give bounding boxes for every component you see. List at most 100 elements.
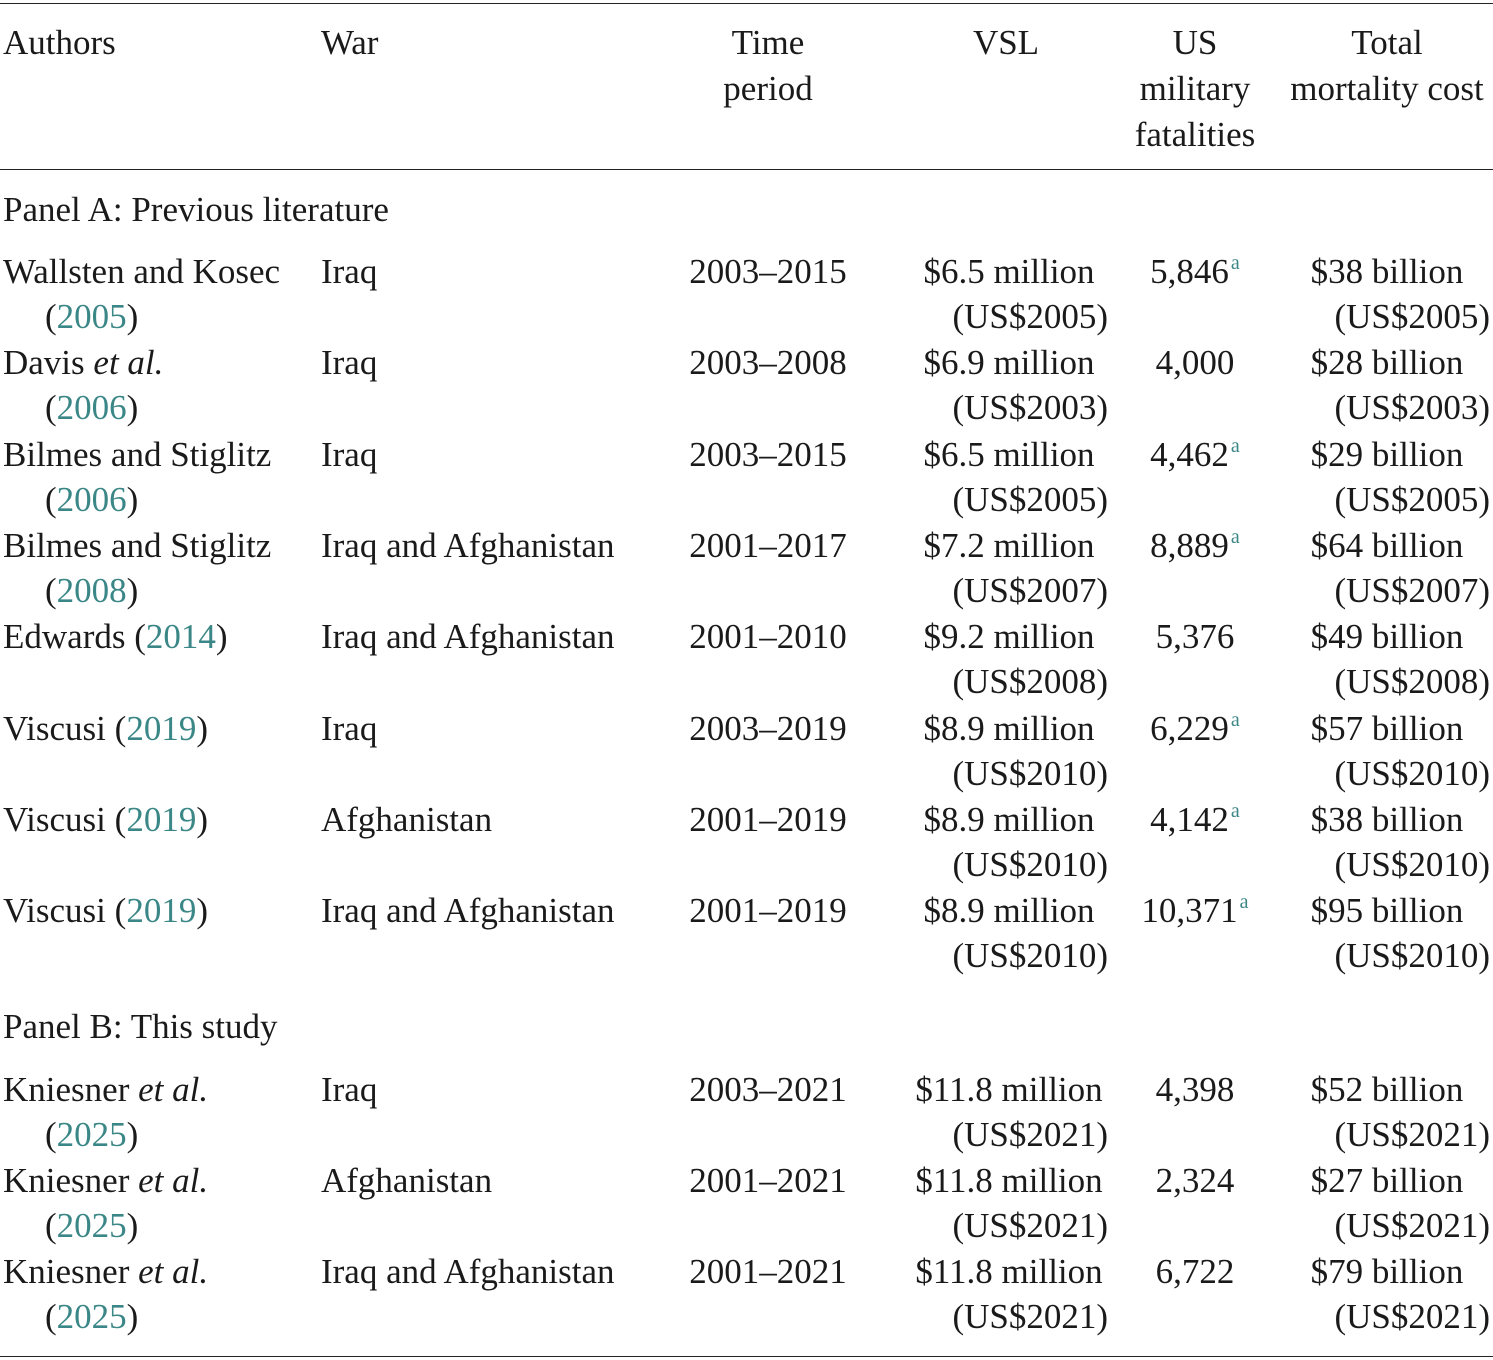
author-name: Wallsten and Kosec — [3, 252, 281, 291]
author-cell: Davis et al. — [3, 340, 163, 386]
author-etal: et al. — [138, 1252, 209, 1291]
total-cost-base-year: (US$2007) — [1334, 571, 1490, 610]
period-cell: 2001–2021 — [689, 1161, 847, 1200]
header-vsl: VSL — [972, 23, 1040, 62]
author-name: Edwards — [3, 617, 126, 656]
total-cost-base-year: (US$2021) — [1334, 1297, 1490, 1336]
fatalities-value: 4,398 — [1155, 1070, 1235, 1109]
fatalities-cell: 10,371 a — [1115, 888, 1275, 939]
citation-link-year: 2019 — [126, 800, 197, 839]
vsl-base-year: (US$2021) — [952, 1115, 1108, 1154]
citation-link-year: 2025 — [56, 1115, 127, 1154]
vsl-value: $11.8 million — [915, 1070, 1103, 1109]
author-name: Kniesner — [3, 1070, 130, 1109]
fatalities-cell: 4,398 — [1115, 1067, 1275, 1113]
footnote-marker[interactable]: a — [1239, 891, 1249, 913]
war-cell: Iraq — [321, 1070, 378, 1109]
footnote-marker[interactable]: a — [1230, 252, 1240, 274]
header-authors: Authors — [3, 23, 116, 62]
period-cell: 2003–2015 — [689, 435, 847, 474]
header-war: War — [321, 23, 379, 62]
fatalities-value: 5,376 — [1155, 617, 1235, 656]
header-fatalities-line3: fatalities — [1134, 115, 1256, 154]
fatalities-value: 8,889 — [1150, 526, 1229, 565]
author-name: Bilmes and Stiglitz — [3, 435, 272, 474]
total-cost-base-year: (US$2003) — [1334, 388, 1490, 427]
vsl-base-year: (US$2010) — [952, 845, 1108, 884]
author-year-line: (2005) — [45, 297, 139, 336]
war-cell: Afghanistan — [321, 800, 493, 839]
war-cell: Iraq and Afghanistan — [321, 526, 615, 565]
total-cost-base-year: (US$2021) — [1334, 1115, 1490, 1154]
fatalities-value: 10,371 — [1141, 891, 1238, 930]
war-cell: Iraq — [321, 435, 378, 474]
fatalities-value: 6,229 — [1150, 709, 1229, 748]
fatalities-value: 4,462 — [1150, 435, 1229, 474]
author-year-line: (2025) — [45, 1297, 139, 1336]
war-cell: Iraq — [321, 252, 378, 291]
total-cost-value: $29 billion — [1310, 435, 1464, 474]
header-time-period-line2: period — [723, 69, 813, 108]
total-cost-value: $27 billion — [1310, 1161, 1464, 1200]
author-name: Kniesner — [3, 1252, 130, 1291]
author-cell: Bilmes and Stiglitz — [3, 523, 271, 569]
panel-a-title: Panel A: Previous literature — [3, 190, 389, 229]
fatalities-value: 2,324 — [1155, 1161, 1235, 1200]
total-cost-base-year: (US$2021) — [1334, 1206, 1490, 1245]
total-cost-value: $52 billion — [1310, 1070, 1464, 1109]
fatalities-value: 4,000 — [1155, 343, 1235, 382]
total-cost-value: $28 billion — [1310, 343, 1464, 382]
vsl-base-year: (US$2005) — [952, 297, 1108, 336]
author-etal: et al. — [138, 1070, 209, 1109]
author-name: Bilmes and Stiglitz — [3, 526, 272, 565]
author-cell: Viscusi (2019) — [3, 709, 208, 748]
total-cost-base-year: (US$2005) — [1334, 480, 1490, 519]
period-cell: 2001–2017 — [689, 526, 847, 565]
vsl-base-year: (US$2003) — [952, 388, 1108, 427]
author-cell: Viscusi (2019) — [3, 800, 208, 839]
total-cost-base-year: (US$2008) — [1334, 662, 1490, 701]
footnote-marker[interactable]: a — [1230, 709, 1240, 731]
header-fatalities-line2: military — [1139, 69, 1251, 108]
fatalities-cell: 6,229 a — [1115, 706, 1275, 757]
citation-link-year: 2014 — [145, 617, 216, 656]
bottom-rule — [0, 1356, 1493, 1357]
fatalities-cell: 2,324 — [1115, 1158, 1275, 1204]
total-cost-base-year: (US$2005) — [1334, 297, 1490, 336]
fatalities-value: 6,722 — [1155, 1252, 1235, 1291]
vsl-base-year: (US$2008) — [952, 662, 1108, 701]
author-cell: Wallsten and Kosec — [3, 249, 280, 295]
fatalities-cell: 5,846 a — [1115, 249, 1275, 300]
period-cell: 2001–2019 — [689, 891, 847, 930]
total-cost-value: $49 billion — [1310, 617, 1464, 656]
author-name: Viscusi — [3, 891, 106, 930]
period-cell: 2003–2019 — [689, 709, 847, 748]
author-cell: Kniesner et al. — [3, 1249, 208, 1295]
author-year-line: (2025) — [45, 1115, 139, 1154]
total-cost-value: $57 billion — [1310, 709, 1464, 748]
citation-link-year: 2019 — [126, 891, 197, 930]
period-cell: 2003–2015 — [689, 252, 847, 291]
footnote-marker[interactable]: a — [1230, 435, 1240, 457]
war-cell: Iraq and Afghanistan — [321, 617, 615, 656]
vsl-base-year: (US$2010) — [952, 936, 1108, 975]
period-cell: 2003–2008 — [689, 343, 847, 382]
vsl-base-year: (US$2021) — [952, 1297, 1108, 1336]
vsl-base-year: (US$2021) — [952, 1206, 1108, 1245]
author-year-line: (2008) — [45, 571, 139, 610]
footnote-marker[interactable]: a — [1230, 800, 1240, 822]
fatalities-cell: 8,889 a — [1115, 523, 1275, 574]
war-cell: Iraq — [321, 343, 378, 382]
header-fatalities-line1: US — [1172, 23, 1218, 62]
citation-link-year: 2006 — [56, 480, 127, 519]
total-cost-value: $79 billion — [1310, 1252, 1464, 1291]
author-name: Viscusi — [3, 800, 106, 839]
fatalities-value: 5,846 — [1150, 252, 1229, 291]
total-cost-base-year: (US$2010) — [1334, 936, 1490, 975]
footnote-marker[interactable]: a — [1230, 526, 1240, 548]
vsl-base-year: (US$2005) — [952, 480, 1108, 519]
author-cell: Kniesner et al. — [3, 1158, 208, 1204]
fatalities-value: 4,142 — [1150, 800, 1229, 839]
vsl-value: $11.8 million — [915, 1252, 1103, 1291]
